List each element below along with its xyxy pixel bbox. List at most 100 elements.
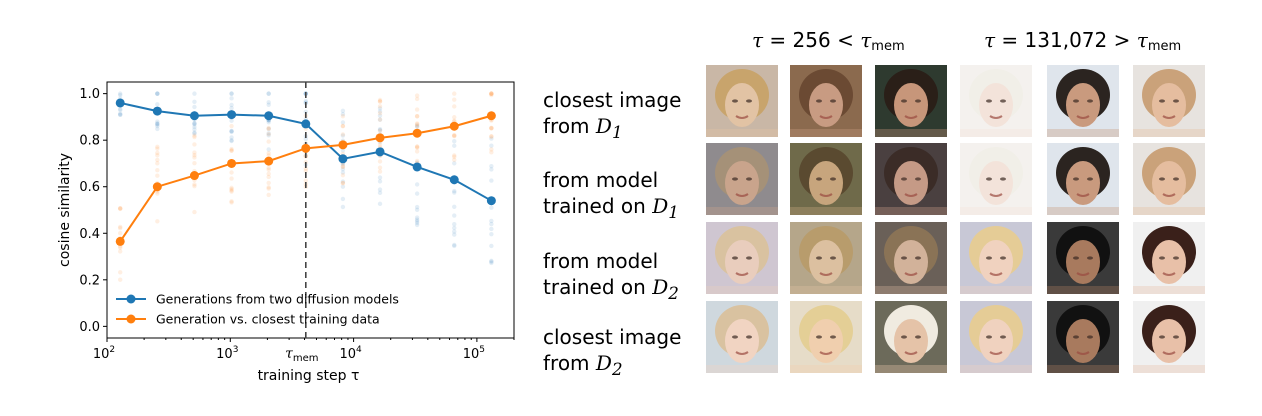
sample-point xyxy=(340,181,346,186)
sample-point xyxy=(489,221,494,227)
sample-point xyxy=(377,117,383,122)
sample-point xyxy=(340,108,346,114)
face-image xyxy=(706,301,778,373)
series-1-point xyxy=(152,182,162,192)
sample-point xyxy=(192,184,197,189)
sample-point xyxy=(414,207,420,213)
face-image xyxy=(875,143,947,215)
sample-point xyxy=(303,98,308,104)
sample-point xyxy=(266,133,271,138)
sample-point xyxy=(377,111,383,116)
sample-point xyxy=(489,91,494,96)
sample-point xyxy=(377,126,383,132)
sample-point xyxy=(229,170,234,175)
sample-point xyxy=(414,124,420,129)
sample-point xyxy=(155,123,160,129)
sample-point xyxy=(489,164,494,169)
y-tick-label: 1.0 xyxy=(79,87,100,102)
row-label-closest-d1: closest image from D1 xyxy=(543,88,682,142)
sample-point xyxy=(155,121,160,126)
legend-label: Generation vs. closest training data xyxy=(156,312,380,327)
sample-point xyxy=(266,126,271,132)
sample-point xyxy=(452,97,457,102)
sample-point xyxy=(118,91,123,96)
sample-point xyxy=(414,124,420,130)
sample-point xyxy=(155,126,160,132)
row-label-closest-d2: closest image from D2 xyxy=(543,325,682,379)
column-header-131072: τ = 131,072 > τmem xyxy=(984,28,1182,54)
sample-point xyxy=(452,143,457,148)
sample-point xyxy=(452,154,457,160)
sample-point xyxy=(489,126,494,131)
sample-point xyxy=(192,134,197,140)
sample-point xyxy=(377,190,383,196)
series-1-point xyxy=(375,133,385,143)
sample-point xyxy=(229,91,234,96)
sample-point xyxy=(266,174,271,180)
face-image xyxy=(706,222,778,294)
sample-point xyxy=(414,114,420,119)
sample-point xyxy=(266,102,271,108)
sample-point xyxy=(229,188,234,193)
sample-point xyxy=(192,99,197,104)
sample-point xyxy=(118,249,123,254)
sample-point xyxy=(414,113,420,119)
series-0-point xyxy=(486,196,496,206)
sample-point xyxy=(266,167,271,172)
sample-point xyxy=(414,145,420,150)
sample-point xyxy=(229,129,234,135)
sample-point xyxy=(192,130,197,135)
sample-point xyxy=(340,123,346,129)
sample-point xyxy=(340,114,346,119)
sample-point xyxy=(414,96,420,102)
series-1-point xyxy=(338,140,348,150)
sample-point xyxy=(229,146,234,152)
series-0-point xyxy=(115,98,125,108)
sample-point xyxy=(340,111,346,117)
sample-point xyxy=(489,143,494,148)
sample-point xyxy=(340,184,346,189)
sample-point xyxy=(118,245,123,251)
sample-point xyxy=(452,161,457,166)
face-image xyxy=(1133,301,1205,373)
sample-point xyxy=(192,150,197,155)
sample-point xyxy=(377,128,383,133)
series-0-point xyxy=(227,110,237,120)
sample-point xyxy=(192,127,197,132)
x-axis-label: training step τ xyxy=(258,368,360,384)
sample-point xyxy=(452,139,457,144)
sample-point xyxy=(266,180,271,186)
sample-point xyxy=(266,171,271,177)
sample-point xyxy=(192,155,197,160)
row-label-model-d1: from model trained on D1 xyxy=(543,168,679,222)
sample-point xyxy=(266,126,271,131)
sample-point xyxy=(192,104,197,110)
sample-point xyxy=(192,142,197,147)
face-image xyxy=(1047,301,1119,373)
face-image xyxy=(960,222,1032,294)
similarity-chart: 0.0 0.2 0.4 0.6 0.8 1.0 102 103 104 105 τmem traini… xyxy=(57,81,515,384)
sample-point xyxy=(414,218,420,224)
sample-point xyxy=(489,91,494,96)
plot-frame xyxy=(106,81,515,339)
series-1-point xyxy=(264,156,274,166)
sample-point xyxy=(340,204,346,210)
x-tick-label: 104 xyxy=(339,345,362,362)
sample-point xyxy=(414,144,420,149)
sample-point xyxy=(489,125,494,131)
sample-point xyxy=(377,97,383,103)
sample-point xyxy=(489,259,494,264)
sample-point xyxy=(452,229,457,234)
series-0-point xyxy=(301,119,311,129)
sample-point xyxy=(340,164,346,169)
sample-point xyxy=(340,170,346,175)
sample-point xyxy=(229,102,234,108)
sample-point xyxy=(340,133,346,138)
sample-point xyxy=(155,122,160,127)
sample-point xyxy=(192,122,197,127)
sample-point xyxy=(452,204,457,210)
sample-point xyxy=(192,91,197,96)
sample-point xyxy=(452,118,457,123)
sample-point xyxy=(489,134,494,139)
face-image xyxy=(706,65,778,137)
